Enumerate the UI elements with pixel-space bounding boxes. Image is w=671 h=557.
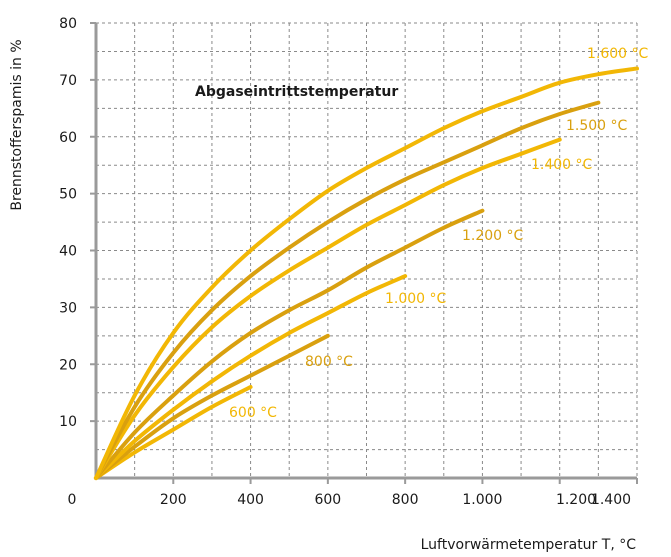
x-tick-label: 1.200 [556, 492, 596, 508]
series-line-1-000-c [94, 274, 408, 480]
series-line-1-400-c [94, 137, 562, 480]
series-label-600-c: 600 °C [229, 405, 277, 421]
series-label-1-600-c: 1.600 °C [587, 46, 649, 62]
series-line-1-500-c [94, 100, 601, 480]
legend-title: Abgaseintrittstemperatur [195, 84, 398, 100]
x-axis-title: Luftvorwärmetemperatur T, °C [421, 537, 637, 553]
axes [90, 22, 638, 484]
y-tick-label: 30 [59, 300, 77, 316]
series-label-1-200-c: 1.200 °C [462, 228, 524, 244]
x-tick-label: 1.000 [462, 492, 502, 508]
series-label-1-000-c: 1.000 °C [385, 291, 447, 307]
series-line-1-600-c [94, 66, 639, 480]
x-tick-label: 400 [237, 492, 264, 508]
y-tick-label: 80 [59, 16, 77, 32]
grid [96, 22, 638, 478]
series-label-1-400-c: 1.400 °C [531, 157, 593, 173]
x-tick-label: 600 [314, 492, 341, 508]
x-tick-label: 200 [160, 492, 187, 508]
series-lines [94, 66, 639, 480]
series-label-800-c: 800 °C [305, 354, 353, 370]
x-tick-label: 1.400 [591, 492, 631, 508]
y-tick-label: 70 [59, 73, 77, 89]
y-tick-label: 50 [59, 187, 77, 203]
x-tick-label: 800 [392, 492, 419, 508]
y-tick-label: 60 [59, 130, 77, 146]
series-labels: 600 °C 800 °C 1.000 °C 1.200 °C 1.400 °C 1.50… [229, 46, 649, 421]
x-tick-label: 0 [68, 492, 77, 508]
series-line-1-200-c [94, 208, 485, 480]
series-line-800-c [94, 333, 330, 480]
y-tick-label: 10 [59, 414, 77, 430]
y-tick-label: 40 [59, 244, 77, 260]
y-axis-title: Brennstofferspamis in % [9, 39, 25, 210]
series-line-600-c [94, 385, 253, 480]
series-label-1-500-c: 1.500 °C [566, 118, 628, 134]
y-tick-label: 20 [59, 357, 77, 373]
